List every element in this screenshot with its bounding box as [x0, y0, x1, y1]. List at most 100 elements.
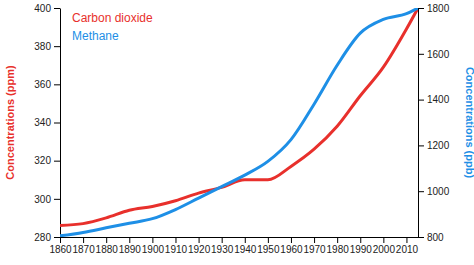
chart: 1860187018801890190019101920193019401950… — [0, 0, 474, 265]
tick-mark — [383, 237, 384, 243]
tick: 1200 — [418, 140, 450, 151]
y-axis: 280 300 320 340 360 380 400 — [34, 3, 60, 243]
tick: 1400 — [418, 94, 450, 105]
plot: 1860187018801890190019101920193019401950… — [34, 3, 449, 255]
tick-label: 1860 — [49, 244, 72, 255]
tick-mark — [54, 237, 60, 238]
lines — [60, 8, 418, 236]
tick: 2000 — [373, 237, 396, 255]
tick-mark — [175, 237, 176, 243]
tick-label: 1980 — [327, 244, 350, 255]
tick-mark — [406, 237, 407, 243]
tick: 340 — [34, 117, 60, 128]
tick-label: 2000 — [373, 244, 396, 255]
tick-mark — [418, 100, 424, 101]
tick: 1870 — [72, 237, 95, 255]
tick-mark — [54, 161, 60, 162]
tick-mark — [418, 54, 424, 55]
tick-label: 380 — [34, 41, 51, 52]
axis-line — [418, 9, 419, 238]
line-series — [60, 8, 418, 236]
tick: 1910 — [165, 237, 188, 255]
tick-mark — [418, 145, 424, 146]
tick-mark — [222, 237, 223, 243]
tick-mark — [54, 199, 60, 200]
tick-mark — [60, 237, 61, 243]
y2-axis: 800 1000 1200 1400 1600 1800 — [418, 3, 450, 243]
tick-label: 360 — [34, 79, 51, 90]
tick-label: 2010 — [396, 244, 419, 255]
tick-mark — [360, 237, 361, 243]
tick-mark — [418, 8, 424, 9]
tick-mark — [337, 237, 338, 243]
tick: 800 — [418, 232, 444, 243]
tick-mark — [418, 191, 424, 192]
axis-line — [60, 9, 61, 238]
tick-label: 400 — [34, 3, 51, 14]
axis-line — [61, 237, 419, 238]
tick-label: 1990 — [350, 244, 373, 255]
tick-label: 1400 — [427, 94, 450, 105]
tick-label: 1880 — [96, 244, 119, 255]
tick-mark — [314, 237, 315, 243]
tick: 280 — [34, 232, 60, 243]
tick-label: 1870 — [72, 244, 95, 255]
tick-mark — [418, 237, 424, 238]
tick: 380 — [34, 41, 60, 52]
tick: 1960 — [280, 237, 303, 255]
tick-mark — [129, 237, 130, 243]
tick-label: 1930 — [211, 244, 234, 255]
tick-label: 300 — [34, 194, 51, 205]
tick: 1600 — [418, 49, 450, 60]
tick: 1950 — [257, 237, 280, 255]
tick: 1890 — [119, 237, 142, 255]
tick-mark — [54, 84, 60, 85]
tick-mark — [291, 237, 292, 243]
line-series — [60, 8, 418, 226]
tick: 1970 — [303, 237, 326, 255]
tick: 2010 — [396, 237, 419, 255]
tick: 1800 — [418, 3, 450, 14]
tick-mark — [54, 8, 60, 9]
tick-label: 1890 — [119, 244, 142, 255]
tick-label: 1920 — [188, 244, 211, 255]
tick: 1900 — [142, 237, 165, 255]
tick-mark — [106, 237, 107, 243]
tick: 1930 — [211, 237, 234, 255]
tick: 1000 — [418, 186, 450, 197]
tick-mark — [54, 46, 60, 47]
y-axis-title: Concentrations (ppm) — [4, 65, 16, 180]
tick: 1920 — [188, 237, 211, 255]
tick-mark — [83, 237, 84, 243]
tick: 300 — [34, 194, 60, 205]
tick: 1860 — [49, 237, 72, 255]
tick-mark — [54, 123, 60, 124]
tick-label: 1800 — [427, 3, 450, 14]
legend-entry: Carbon dioxide — [72, 11, 153, 25]
tick-label: 800 — [427, 232, 444, 243]
tick: 1940 — [234, 237, 257, 255]
tick-label: 1910 — [165, 244, 188, 255]
tick: 320 — [34, 155, 60, 166]
tick-mark — [268, 237, 269, 243]
tick-label: 1960 — [280, 244, 303, 255]
tick-label: 340 — [34, 117, 51, 128]
tick-mark — [199, 237, 200, 243]
tick-label: 1900 — [142, 244, 165, 255]
tick-label: 1950 — [257, 244, 280, 255]
tick-label: 1200 — [427, 140, 450, 151]
tick-label: 1940 — [234, 244, 257, 255]
tick: 1980 — [327, 237, 350, 255]
tick: 1990 — [350, 237, 373, 255]
y2-axis-title: Concentrations (ppb) — [464, 67, 474, 179]
legend-entry: Methane — [72, 29, 119, 43]
tick-mark — [245, 237, 246, 243]
tick-label: 1000 — [427, 186, 450, 197]
x-axis: 1860187018801890190019101920193019401950… — [49, 237, 418, 255]
legend: Carbon dioxide Methane — [72, 11, 153, 43]
tick-label: 1600 — [427, 49, 450, 60]
tick: 1880 — [96, 237, 119, 255]
tick-label: 280 — [34, 232, 51, 243]
tick-label: 320 — [34, 155, 51, 166]
tick: 360 — [34, 79, 60, 90]
